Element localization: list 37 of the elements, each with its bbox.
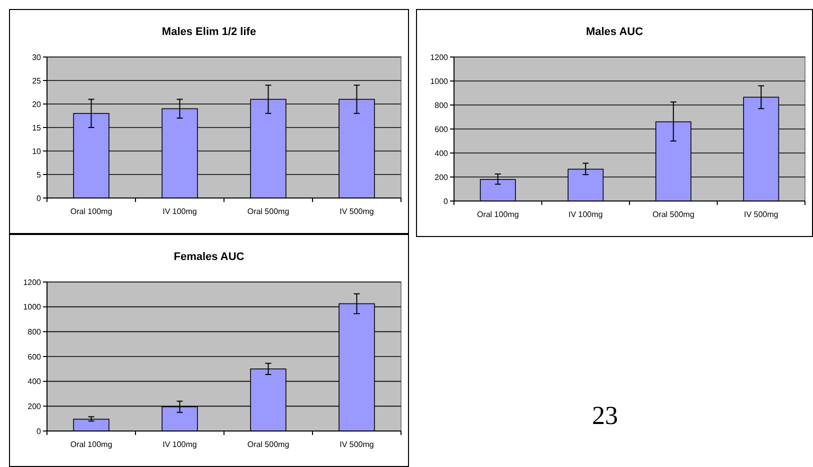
y-tick-label: 20 [32, 100, 42, 109]
y-tick-label: 600 [434, 124, 449, 134]
x-tick-label: Oral 100mg [70, 440, 112, 449]
x-tick-label: Oral 500mg [652, 210, 694, 219]
y-tick-label: 800 [28, 327, 42, 336]
y-tick-label: 400 [434, 148, 449, 158]
y-tick-label: 600 [28, 352, 42, 362]
x-tick-label: IV 100mg [162, 440, 197, 449]
y-tick-label: 1200 [430, 52, 449, 62]
y-tick-label: 0 [36, 426, 42, 436]
y-tick-label: 1000 [430, 76, 449, 86]
x-tick-label: Oral 500mg [247, 440, 290, 449]
x-tick-label: Oral 500mg [247, 207, 290, 216]
y-tick-label: 5 [36, 170, 42, 180]
x-tick-label: IV 100mg [568, 210, 603, 219]
y-tick-label: 400 [28, 377, 42, 386]
x-tick-label: IV 500mg [744, 210, 778, 219]
y-tick-label: 1000 [23, 302, 42, 312]
chart-title: Males AUC [586, 26, 644, 38]
y-tick-label: 25 [32, 76, 42, 86]
y-tick-label: 800 [434, 100, 449, 110]
y-tick-label: 15 [32, 123, 42, 132]
x-tick-label: IV 500mg [340, 207, 374, 216]
text: 23 [592, 401, 618, 430]
chart-title: Females AUC [174, 251, 244, 263]
x-tick-label: Oral 100mg [476, 210, 519, 219]
x-tick-label: IV 100mg [162, 207, 197, 216]
y-tick-label: 0 [444, 196, 449, 206]
y-tick-label: 200 [28, 402, 42, 411]
y-tick-label: 0 [36, 194, 42, 203]
x-tick-label: Oral 100mg [70, 207, 112, 216]
x-tick-label: IV 500mg [340, 440, 374, 449]
chart-title: Males Elim 1/2 life [162, 26, 256, 38]
y-tick-label: 10 [32, 146, 42, 156]
y-tick-label: 30 [32, 52, 42, 62]
y-tick-label: 200 [434, 172, 449, 182]
y-tick-label: 1200 [23, 278, 42, 287]
